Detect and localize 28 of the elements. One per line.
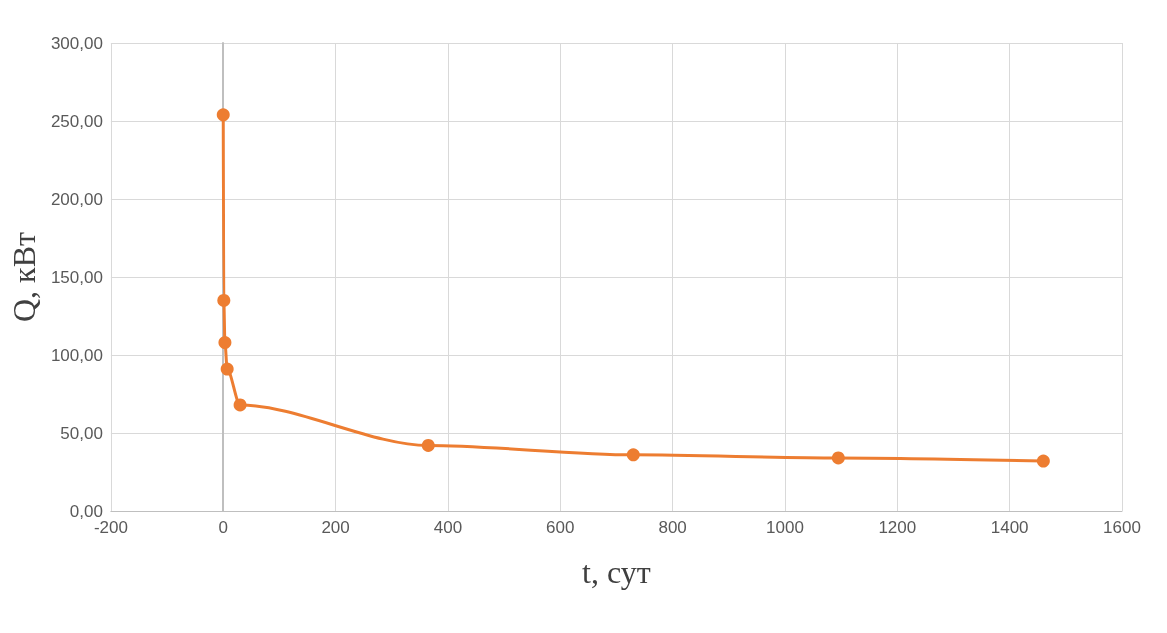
- point: [421, 438, 435, 452]
- point: [233, 398, 247, 412]
- point: [1036, 454, 1050, 468]
- point: [217, 293, 231, 307]
- x-tick-label: -200: [93, 518, 128, 537]
- y-axis-title: Q, кВт: [6, 231, 42, 322]
- x-tick-label: 1000: [766, 518, 804, 537]
- x-tick-label: 400: [433, 518, 463, 537]
- y-tick-label: 300,00: [50, 33, 103, 53]
- y-tick-label: 0,00: [69, 501, 103, 521]
- point: [220, 362, 234, 376]
- x-tick-label: 200: [321, 518, 350, 537]
- y-tick-label: 200,00: [50, 189, 103, 209]
- x-tick-label: 0: [218, 518, 228, 537]
- y-tick-label: 100,00: [50, 345, 103, 365]
- point: [626, 448, 640, 462]
- x-tick-label: 1600: [1103, 518, 1141, 537]
- y-tick-label: 150,00: [50, 267, 103, 287]
- point: [216, 108, 230, 122]
- x-tick-label: 600: [546, 518, 575, 537]
- x-tick-label: 1400: [990, 518, 1029, 537]
- point: [831, 451, 845, 465]
- point: [218, 336, 232, 350]
- y-tick-label: 50,00: [60, 423, 103, 443]
- x-tick-label: 800: [658, 518, 687, 537]
- x-axis-title: t, сут: [582, 554, 651, 590]
- x-tick-label: 1200: [878, 518, 917, 537]
- y-tick-label: 250,00: [50, 111, 103, 131]
